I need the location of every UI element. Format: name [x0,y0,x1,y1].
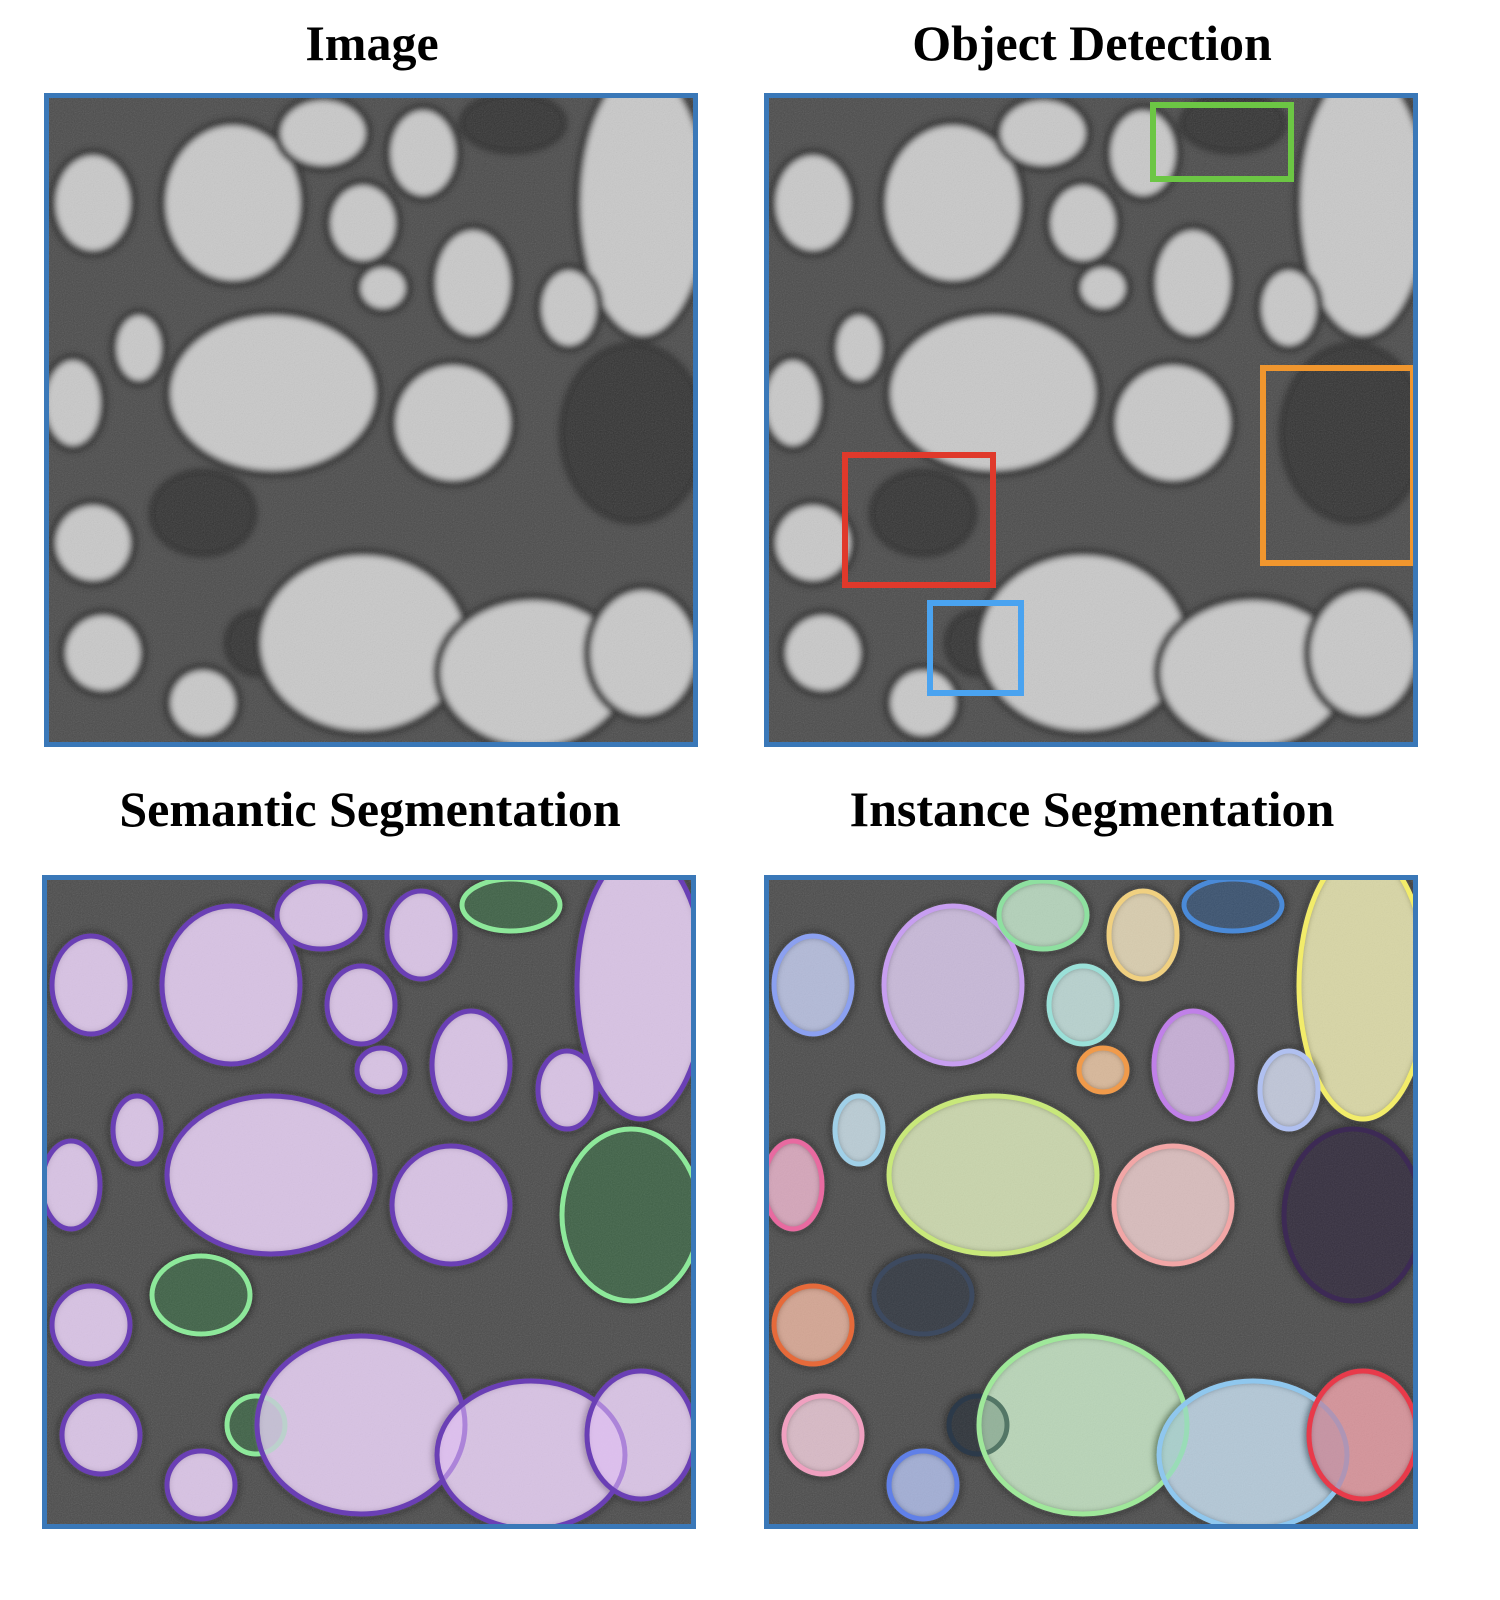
instance-segmentation-panel [764,875,1418,1529]
object-detection-panel [764,93,1418,747]
detection-box-red [842,452,996,588]
light-cell-mask [49,1283,133,1367]
instance-mask [1046,963,1120,1047]
micrograph [49,98,693,742]
light-cell-mask [49,933,133,1037]
micrograph [47,880,691,1524]
dark-cell-mask [459,880,563,934]
light-cell-mask [164,1093,378,1257]
detection-box-green [1150,102,1294,182]
dark-cell-mask [559,1126,691,1304]
light-cell-mask [159,903,303,1067]
light-cell-mask [535,1048,599,1132]
instance-mask [832,1093,886,1167]
panel-title-object-detection: Object Detection [912,15,1272,71]
instance-mask [1296,880,1413,1122]
light-cell-mask [324,963,398,1047]
instance-mask [1111,1143,1235,1267]
instance-mask [1257,1048,1321,1132]
light-cell-mask [389,1143,513,1267]
instance-mask [1076,1045,1130,1095]
light-cell-mask [254,1333,468,1517]
dark-cell-mask [149,1253,253,1337]
panel-title-semantic-segmentation: Semantic Segmentation [119,781,621,837]
instance-mask [886,1093,1100,1257]
panel-title-instance-segmentation: Instance Segmentation [849,781,1335,837]
light-cell-mask [354,1045,408,1095]
instance-mask [1306,1368,1413,1502]
image-panel [44,93,698,747]
instance-mask [976,1333,1190,1517]
instance-mask [771,933,855,1037]
light-cell-mask [574,880,691,1122]
panel-title-image: Image [305,15,439,71]
light-cell-mask [274,880,368,952]
semantic-segmentation-panel [42,875,696,1529]
instance-mask [881,903,1025,1067]
instance-mask [871,1253,975,1337]
instance-mask [1151,1008,1235,1122]
detection-box-blue [927,600,1024,696]
instance-mask [781,1393,865,1477]
instance-mask [1181,880,1285,934]
light-cell-mask [164,1448,238,1522]
instance-mask [771,1283,855,1367]
light-cell-mask [384,888,458,982]
instance-mask [1156,1378,1350,1524]
light-cell-mask [584,1368,691,1502]
instance-mask [996,880,1090,952]
instance-mask [1106,888,1180,982]
micrograph [769,880,1413,1524]
light-cell-mask [110,1093,164,1167]
light-cell-mask [59,1393,143,1477]
detection-box-orange [1260,365,1413,566]
instance-mask [1281,1126,1413,1304]
micrograph [769,98,1413,742]
light-cell-mask [429,1008,513,1122]
instance-mask [886,1448,960,1522]
light-cell-mask [47,1138,103,1232]
instance-mask [769,1138,825,1232]
